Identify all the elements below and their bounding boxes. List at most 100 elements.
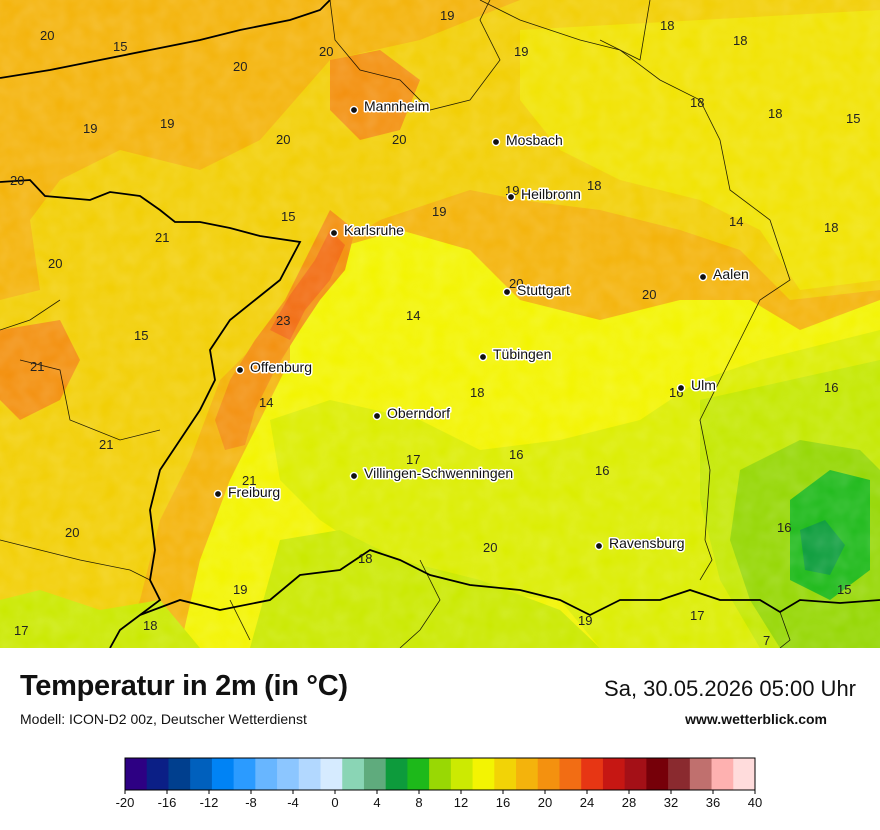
value-label: 19 — [160, 116, 174, 131]
city-mosbach[interactable]: Mosbach — [491, 131, 564, 150]
legend-tick-label: -16 — [158, 795, 177, 810]
value-label: 20 — [10, 173, 24, 188]
city-villingen-schwenningen[interactable]: Villingen-Schwenningen — [349, 464, 515, 483]
legend-swatch — [233, 758, 256, 790]
legend-swatch — [668, 758, 691, 790]
value-label: 16 — [777, 520, 791, 535]
value-label: 21 — [99, 437, 113, 452]
city-offenburg[interactable]: Offenburg — [235, 358, 314, 377]
value-label: 23 — [276, 313, 290, 328]
value-label: 19 — [440, 8, 454, 23]
value-label: 17 — [14, 623, 28, 638]
value-label: 20 — [392, 132, 406, 147]
legend-tick-label: 24 — [580, 795, 594, 810]
city-label: Oberndorf — [387, 405, 450, 421]
legend-tick-label: -20 — [116, 795, 135, 810]
value-label: 21 — [242, 473, 256, 488]
city-label: Villingen-Schwenningen — [364, 465, 513, 481]
value-label: 18 — [660, 18, 674, 33]
legend-swatch — [516, 758, 539, 790]
value-label: 15 — [837, 582, 851, 597]
value-label: 20 — [40, 28, 54, 43]
city-oberndorf[interactable]: Oberndorf — [372, 404, 452, 423]
value-label: 18 — [358, 551, 372, 566]
value-label: 19 — [578, 613, 592, 628]
legend-tick-label: 0 — [331, 795, 338, 810]
legend-swatch — [429, 758, 452, 790]
city-label: Aalen — [713, 266, 749, 282]
value-label: 14 — [729, 214, 743, 229]
city-label: Ravensburg — [609, 535, 685, 551]
value-label: 16 — [509, 447, 523, 462]
legend-swatch — [689, 758, 712, 790]
value-label: 15 — [846, 111, 860, 126]
value-label: 16 — [824, 380, 838, 395]
model-info: Modell: ICON-D2 00z, Deutscher Wetterdie… — [20, 711, 307, 727]
city-aalen[interactable]: Aalen — [698, 265, 750, 284]
legend-swatch — [277, 758, 300, 790]
legend-swatch — [581, 758, 604, 790]
value-label: 20 — [483, 540, 497, 555]
forecast-datetime: Sa, 30.05.2026 05:00 Uhr — [604, 676, 856, 701]
legend-tick-label: 32 — [664, 795, 678, 810]
city-stuttgart[interactable]: Stuttgart — [502, 281, 572, 300]
city-ulm[interactable]: Ulm — [676, 376, 717, 395]
legend-swatch — [320, 758, 343, 790]
city-label: Tübingen — [493, 346, 551, 362]
legend-swatch — [255, 758, 278, 790]
legend-swatch — [450, 758, 473, 790]
value-label: 21 — [155, 230, 169, 245]
value-label: 20 — [642, 287, 656, 302]
value-label: 18 — [690, 95, 704, 110]
city-freiburg[interactable]: Freiburg — [213, 483, 282, 502]
value-label: 17 — [406, 452, 420, 467]
legend-swatch — [711, 758, 734, 790]
city-karlsruhe[interactable]: Karlsruhe — [329, 221, 406, 240]
map-title: Temperatur in 2m (in °C) — [20, 670, 348, 702]
legend-tick-label: 40 — [748, 795, 762, 810]
city-heilbronn[interactable]: Heilbronn — [506, 185, 582, 204]
value-label: 15 — [281, 209, 295, 224]
city-label: Mannheim — [364, 98, 429, 114]
value-label: 21 — [30, 359, 44, 374]
value-label: 19 — [432, 204, 446, 219]
legend-swatch — [168, 758, 191, 790]
legend-tick-label: 8 — [415, 795, 422, 810]
legend-swatch — [342, 758, 365, 790]
value-label: 7 — [763, 633, 770, 648]
legend-tick-label: 36 — [706, 795, 720, 810]
value-label: 19 — [233, 582, 247, 597]
legend-swatch — [472, 758, 495, 790]
legend-tick-label: 16 — [496, 795, 510, 810]
legend-frame — [124, 757, 756, 791]
legend-swatch — [494, 758, 517, 790]
legend-swatch — [211, 758, 235, 790]
website-link[interactable]: www.wetterblick.com — [685, 711, 827, 727]
city-tuebingen[interactable]: Tübingen — [478, 345, 553, 364]
legend-swatch — [733, 758, 756, 790]
city-label: Heilbronn — [521, 186, 581, 202]
state-borders — [0, 0, 880, 648]
legend-tick-label: 4 — [373, 795, 380, 810]
legend-swatch — [646, 758, 669, 790]
value-label: 18 — [470, 385, 484, 400]
legend-tick-label: 12 — [454, 795, 468, 810]
city-mannheim[interactable]: Mannheim — [349, 97, 431, 116]
legend-swatch — [559, 758, 582, 790]
value-label: 19 — [514, 44, 528, 59]
legend-tick-label: 28 — [622, 795, 636, 810]
legend-swatch — [146, 758, 169, 790]
legend-swatch — [407, 758, 430, 790]
city-ravensburg[interactable]: Ravensburg — [594, 534, 686, 553]
value-label: 14 — [259, 395, 273, 410]
district-borders — [0, 0, 791, 648]
legend-tick-label: -4 — [287, 795, 299, 810]
legend-swatch — [125, 758, 148, 790]
value-label: 17 — [690, 608, 704, 623]
city-markers: Mannheim Mosbach Heilbronn Karlsruhe Stu… — [213, 97, 750, 553]
city-label: Offenburg — [250, 359, 312, 375]
legend-scale: -20 -16 -12 -8 -4 0 4 8 12 16 20 24 28 32 36 40 — [116, 757, 762, 810]
city-label: Karlsruhe — [344, 222, 404, 238]
legend-swatch — [537, 758, 560, 790]
value-label: 20 — [233, 59, 247, 74]
